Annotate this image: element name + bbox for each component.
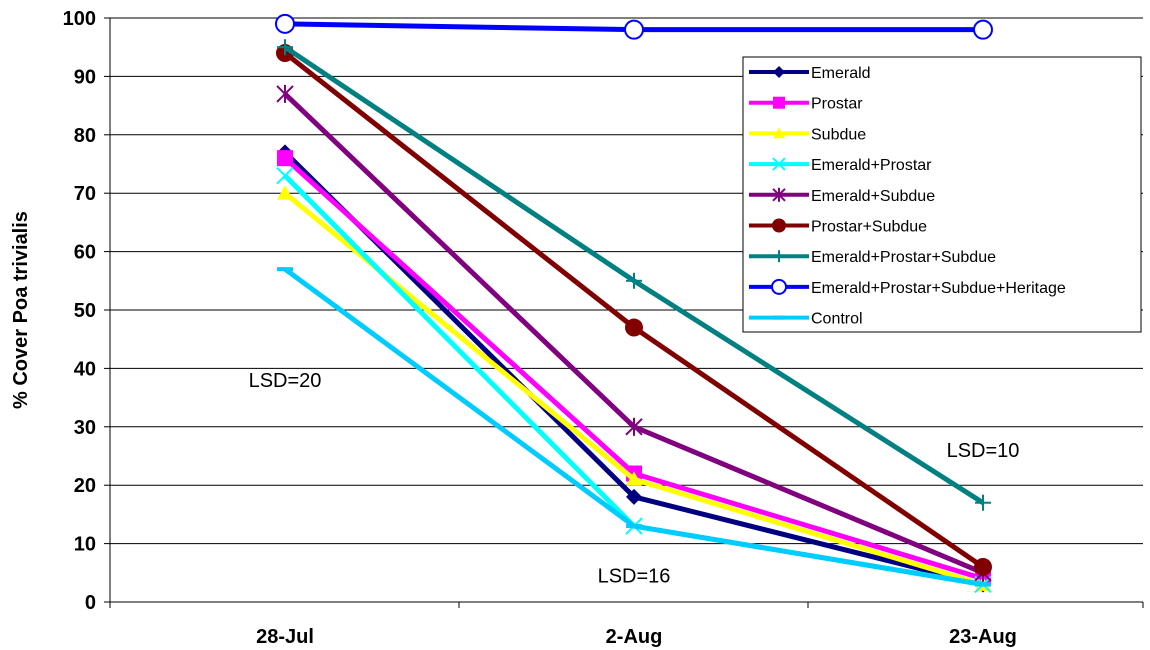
legend-label: Prostar [811,96,863,113]
y-tick-label: 70 [74,183,96,205]
legend-label: Prostar+Subdue [811,219,927,236]
series-emerald-prostar-subdue [277,39,991,511]
lsd-annotation: LSD=10 [947,440,1020,462]
point-marker [626,272,642,289]
point-marker [772,157,786,171]
annotations: LSD=20 LSD=16 LSD=10 [249,370,1020,588]
legend-entry: Emerald+Prostar+Subdue+Heritage [749,278,1066,297]
y-tick-label: 10 [74,534,96,556]
legend-label: Emerald [811,65,871,82]
point-marker [626,471,642,486]
legend-entry: Emerald+Prostar [749,157,932,174]
x-tick-label: 23-Aug [949,626,1017,648]
series-control [277,267,991,587]
x-tick-label: 2-Aug [606,626,663,648]
point-marker [772,187,786,202]
point-marker [773,127,785,139]
point-marker [276,166,294,185]
point-marker [772,218,786,233]
series-emerald-prostar-subdue-heritage [275,13,993,40]
y-tick-label: 60 [74,242,96,264]
legend-entry: Emerald [749,65,871,82]
legend-label: Emerald+Prostar+Subdue+Heritage [811,280,1066,297]
point-marker [773,96,785,109]
point-marker [625,417,643,436]
legend-entry: Control [749,311,863,328]
y-tick-label: 80 [74,125,96,147]
series-lines [275,13,993,594]
point-marker [771,278,787,295]
axes [104,17,1144,608]
legend-label: Emerald+Subdue [811,188,935,205]
legend-entry: Prostar [749,96,863,113]
point-marker [276,84,294,103]
y-tick-label: 40 [74,358,96,380]
legend-entry: Emerald+Subdue [749,187,935,205]
point-marker [773,66,785,78]
legend-label: Subdue [811,126,866,143]
y-tick-label: 90 [74,66,96,88]
legend-entry: Subdue [749,126,866,143]
point-marker [973,19,993,40]
point-marker [626,488,642,505]
y-tick-label: 50 [74,300,96,322]
point-marker [773,250,785,263]
legend-label: Control [811,311,863,328]
point-marker [277,185,293,200]
x-tick-labels: 28-Jul 2-Aug 23-Aug [256,626,1017,648]
lsd-annotation: LSD=16 [598,566,671,588]
y-tick-label: 100 [63,8,96,30]
legend-entry: Prostar+Subdue [749,218,927,236]
point-marker [974,557,992,576]
legend-box [742,56,1142,333]
point-marker [277,150,293,167]
point-marker [624,19,644,40]
x-tick-label: 28-Jul [256,626,314,648]
point-marker [275,13,295,34]
legend-entry: Emerald+Prostar+Subdue [749,249,996,266]
point-marker [277,39,293,56]
y-tick-labels: 0 10 20 30 40 50 60 70 80 90 100 [63,8,96,614]
point-marker [975,494,991,511]
point-marker [625,318,643,337]
y-tick-label: 20 [74,475,96,497]
legend: Emerald Prostar Subdue Emerald+Prostar Emera… [742,56,1142,333]
y-axis-label: % Cover Poa trivialis [10,211,32,409]
y-tick-label: 0 [85,592,96,614]
lsd-annotation: LSD=20 [249,370,322,392]
legend-label: Emerald+Prostar+Subdue [811,249,996,266]
y-tick-label: 30 [74,417,96,439]
legend-label: Emerald+Prostar [811,157,932,174]
